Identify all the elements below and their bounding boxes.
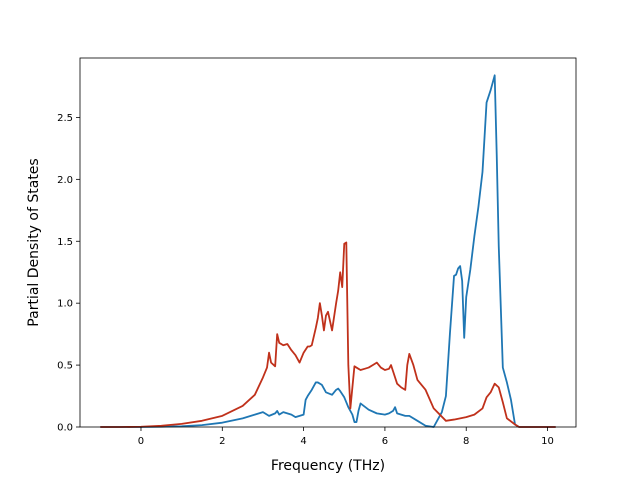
series-line-1 bbox=[100, 74, 556, 428]
y-axis-ticks: 0.0 0.5 1.0 1.5 2.0 2.5 bbox=[57, 113, 80, 434]
y-tick-label: 0.5 bbox=[57, 361, 73, 372]
x-tick-label: 6 bbox=[382, 436, 388, 447]
y-axis-title: Partial Density of States bbox=[26, 158, 42, 326]
x-tick-label: 8 bbox=[463, 436, 469, 447]
y-tick-label: 2.5 bbox=[57, 113, 73, 124]
x-tick-label: 10 bbox=[541, 436, 554, 447]
plot-frame bbox=[79, 57, 577, 428]
y-tick-label: 0.0 bbox=[57, 423, 73, 434]
y-tick-label: 2.0 bbox=[57, 175, 73, 186]
y-tick-label: 1.0 bbox=[57, 299, 73, 310]
x-axis-ticks: 0 2 4 6 8 10 bbox=[138, 427, 554, 447]
plot-lines bbox=[100, 74, 556, 428]
x-tick-label: 4 bbox=[300, 436, 306, 447]
x-tick-label: 2 bbox=[219, 436, 225, 447]
y-tick-label: 1.5 bbox=[57, 237, 73, 248]
x-tick-label: 0 bbox=[138, 436, 144, 447]
x-axis-title: Frequency (THz) bbox=[271, 458, 385, 474]
series-line-2 bbox=[100, 241, 556, 428]
